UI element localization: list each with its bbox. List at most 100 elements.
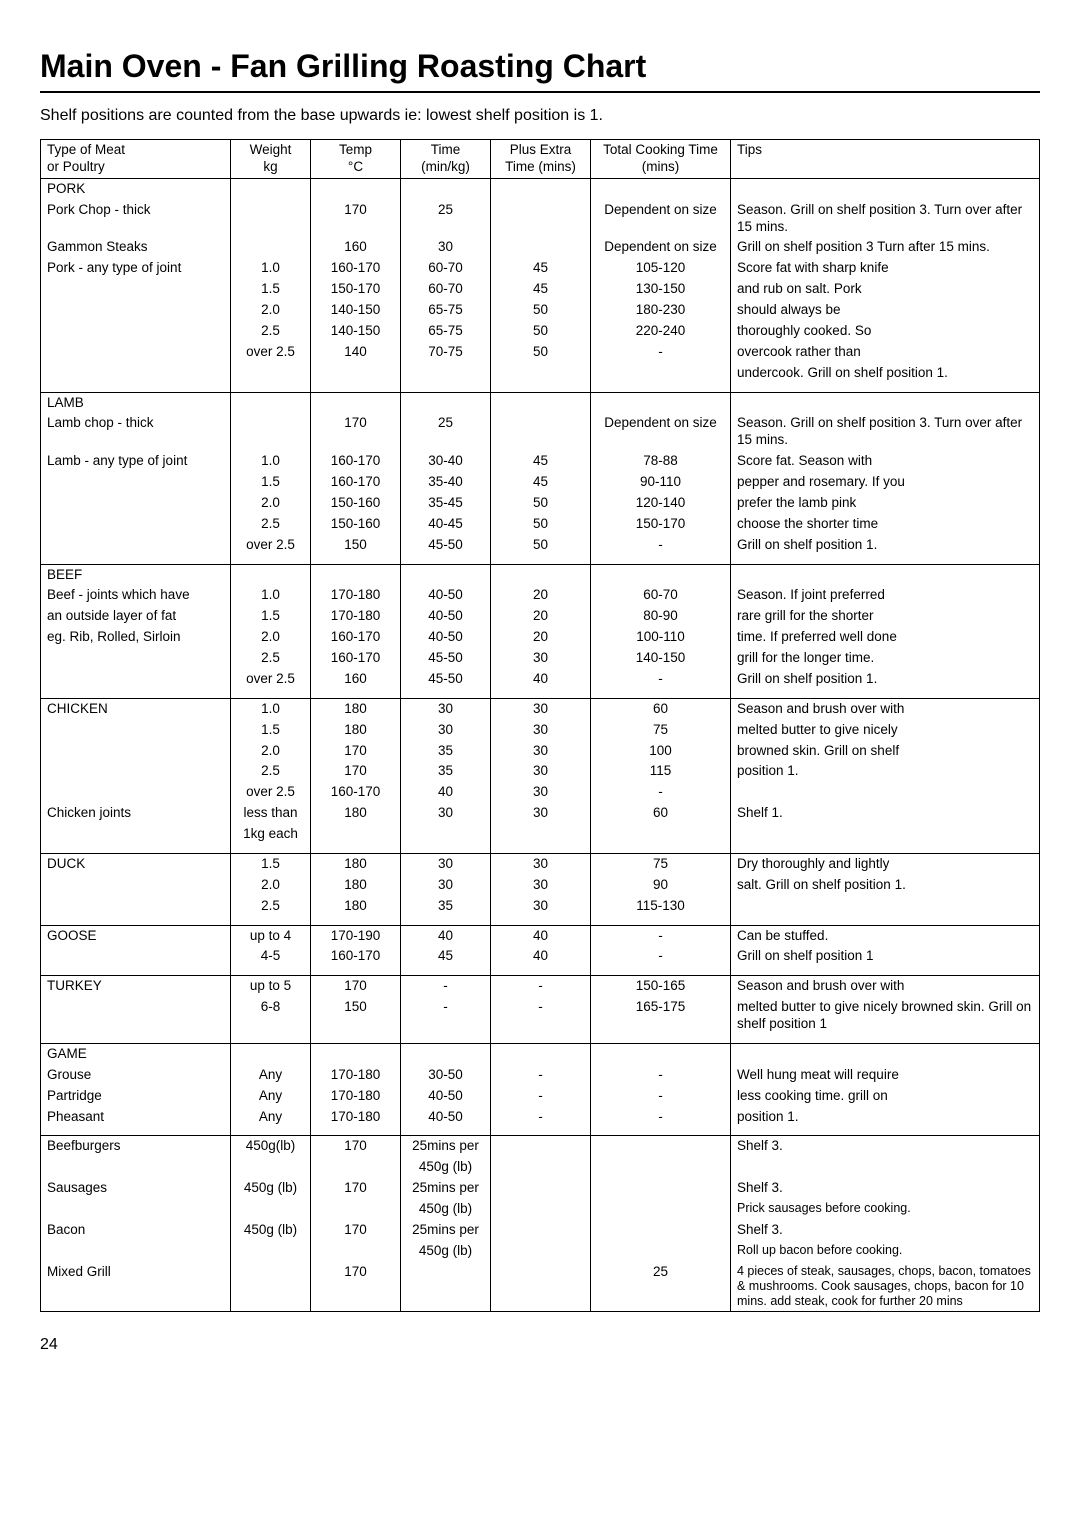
table-row: PartridgeAny170-18040-50--less cooking t…	[41, 1086, 1040, 1107]
table-row: over 2.5160-1704030-	[41, 782, 1040, 803]
cell-meat	[41, 648, 231, 669]
cell-extra: 40	[491, 946, 591, 975]
cell-weight: 1.5	[231, 279, 311, 300]
cell-time: 450g (lb)	[401, 1199, 491, 1220]
cell-temp: 170	[311, 976, 401, 997]
cell-tips: Score fat. Season with	[731, 451, 1040, 472]
cell-total	[591, 363, 731, 392]
cell-total: 150-165	[591, 976, 731, 997]
col-weight: Weightkg	[231, 140, 311, 179]
cell-time: 45	[401, 946, 491, 975]
cell-temp	[311, 1043, 401, 1064]
cell-time: 40	[401, 782, 491, 803]
table-row: Mixed Grill 170 254 pieces of steak, sau…	[41, 1262, 1040, 1312]
cell-total	[591, 1199, 731, 1220]
cell-weight: 1.0	[231, 258, 311, 279]
cell-time	[401, 564, 491, 585]
cell-weight: 2.5	[231, 896, 311, 925]
cell-temp: 170	[311, 1220, 401, 1241]
cell-tips: Season. If joint preferred	[731, 585, 1040, 606]
cell-total: 78-88	[591, 451, 731, 472]
cell-time	[401, 178, 491, 199]
table-row: 2.51803530115-130	[41, 896, 1040, 925]
cell-temp: 160-170	[311, 451, 401, 472]
cell-tips: Season and brush over with	[731, 976, 1040, 997]
cell-meat: Pork Chop - thick	[41, 200, 231, 238]
cell-weight: 2.0	[231, 627, 311, 648]
cell-meat: BEEF	[41, 564, 231, 585]
cell-weight: 2.5	[231, 321, 311, 342]
cell-temp: 150-170	[311, 279, 401, 300]
col-temp: Temp°C	[311, 140, 401, 179]
cell-time: 40-50	[401, 1107, 491, 1136]
cell-tips: Can be stuffed.	[731, 925, 1040, 946]
cell-time: 25mins per	[401, 1220, 491, 1241]
cell-tips: Shelf 3.	[731, 1178, 1040, 1199]
cell-temp: 170-180	[311, 606, 401, 627]
cell-weight: over 2.5	[231, 342, 311, 363]
cell-tips: Prick sausages before cooking.	[731, 1199, 1040, 1220]
cell-total	[591, 1241, 731, 1262]
cell-tips: rare grill for the shorter	[731, 606, 1040, 627]
cell-extra: -	[491, 1065, 591, 1086]
col-tips: Tips	[731, 140, 1040, 179]
cell-extra	[491, 1136, 591, 1157]
cell-total: -	[591, 946, 731, 975]
cell-meat: PORK	[41, 178, 231, 199]
cell-weight: 2.0	[231, 875, 311, 896]
cell-meat: Pork - any type of joint	[41, 258, 231, 279]
cell-meat	[41, 720, 231, 741]
cell-weight	[231, 200, 311, 238]
cell-temp: 180	[311, 698, 401, 719]
cell-total	[591, 1220, 731, 1241]
cell-time: 30	[401, 237, 491, 258]
cell-weight: 1kg each	[231, 824, 311, 853]
cell-weight	[231, 237, 311, 258]
cell-tips: Dry thoroughly and lightly	[731, 853, 1040, 874]
table-row: 4-5160-1704540-Grill on shelf position 1	[41, 946, 1040, 975]
cell-weight: 1.5	[231, 472, 311, 493]
cell-tips	[731, 392, 1040, 413]
cell-weight: 1.0	[231, 585, 311, 606]
cell-extra: 20	[491, 585, 591, 606]
cell-extra: 20	[491, 627, 591, 648]
cell-weight	[231, 1157, 311, 1178]
cell-total: 220-240	[591, 321, 731, 342]
cell-meat	[41, 472, 231, 493]
cell-temp: 180	[311, 875, 401, 896]
cell-weight: 2.0	[231, 741, 311, 762]
table-row: undercook. Grill on shelf position 1.	[41, 363, 1040, 392]
cell-extra: 30	[491, 875, 591, 896]
cell-meat	[41, 741, 231, 762]
cell-time: 70-75	[401, 342, 491, 363]
cell-temp: 180	[311, 853, 401, 874]
cell-total	[591, 178, 731, 199]
cell-temp: 140-150	[311, 321, 401, 342]
cell-total: -	[591, 1107, 731, 1136]
cell-weight: 2.0	[231, 300, 311, 321]
cell-extra: 30	[491, 803, 591, 824]
table-row: Beefburgers450g(lb)17025mins per Shelf 3…	[41, 1136, 1040, 1157]
table-row: Pork - any type of joint1.0160-17060-704…	[41, 258, 1040, 279]
cell-meat	[41, 300, 231, 321]
cell-weight: 1.0	[231, 451, 311, 472]
cell-meat: Chicken joints	[41, 803, 231, 824]
cell-tips	[731, 1043, 1040, 1064]
cell-total: 25	[591, 1262, 731, 1312]
cell-total: 75	[591, 720, 731, 741]
cell-weight: 1.5	[231, 720, 311, 741]
cell-extra: 50	[491, 535, 591, 564]
cell-weight	[231, 1241, 311, 1262]
cell-weight: 2.5	[231, 514, 311, 535]
cell-temp: 170	[311, 1136, 401, 1157]
table-row: 450g (lb) Prick sausages before cooking.	[41, 1199, 1040, 1220]
table-row: CHICKEN1.0180303060Season and brush over…	[41, 698, 1040, 719]
cell-extra	[491, 1262, 591, 1312]
cell-time: 40	[401, 925, 491, 946]
cell-time: 60-70	[401, 279, 491, 300]
cell-total	[591, 564, 731, 585]
cell-tips: Grill on shelf position 1.	[731, 669, 1040, 698]
cell-meat	[41, 824, 231, 853]
cell-total: -	[591, 342, 731, 363]
cell-meat: CHICKEN	[41, 698, 231, 719]
